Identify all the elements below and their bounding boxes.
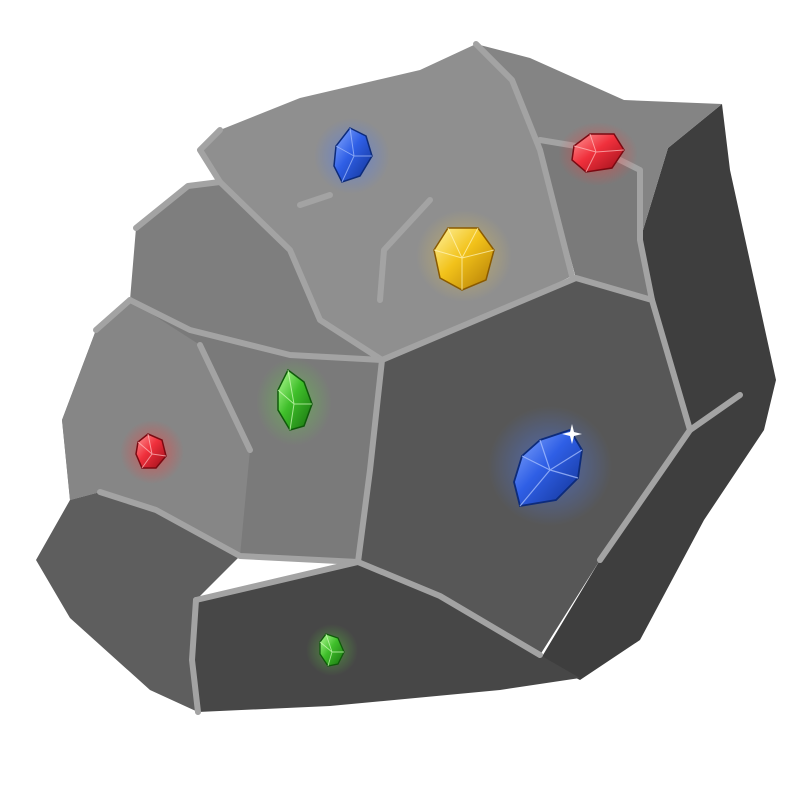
- gem-emerald-mid[interactable]: [256, 358, 332, 446]
- rock-face-bottom: [192, 562, 580, 712]
- ruby-gem-icon: [571, 133, 625, 173]
- topaz-gem-icon: [433, 227, 495, 291]
- gem-emerald-small[interactable]: [306, 624, 358, 676]
- rock-body: [36, 44, 776, 712]
- rock-cracks: [93, 41, 743, 715]
- emerald-gem-icon: [277, 368, 313, 431]
- sparkle-icon: [562, 424, 582, 444]
- gem-topaz[interactable]: [416, 210, 512, 302]
- rock-face-right: [540, 104, 776, 680]
- rock-face-top-right-corner: [540, 140, 652, 300]
- rock-face-bottom-left: [36, 492, 240, 712]
- gem-sapphire-large[interactable]: [488, 406, 612, 526]
- sapphire-gem-icon: [513, 428, 583, 508]
- gem-ruby-top[interactable]: [558, 122, 638, 186]
- gem-sapphire-small[interactable]: [314, 118, 390, 194]
- rock-face-upper-left: [130, 182, 382, 360]
- gem-ruby-left[interactable]: [120, 420, 184, 484]
- emerald-gem-icon: [319, 633, 345, 667]
